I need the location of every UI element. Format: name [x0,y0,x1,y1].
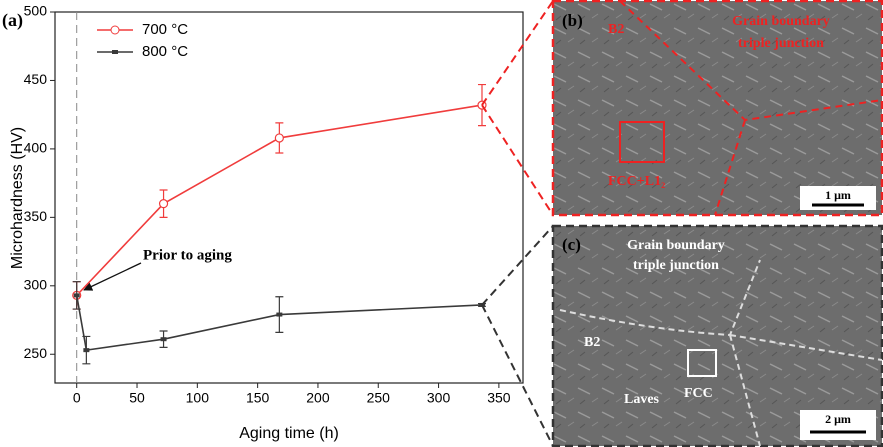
boundary-label: triple junction [738,36,824,51]
marker [73,293,80,298]
plot-frame [54,11,524,384]
micrograph-c [551,224,883,447]
panel-label: (a) [2,10,23,31]
panel-b: (b) B2 Grain boundary triple junction FC… [551,0,883,217]
marker [83,348,90,353]
x-tick-label: 100 [186,390,210,406]
legend-label: 700 °C [142,21,188,38]
series-line [76,104,483,296]
connector [481,225,554,447]
boundary-label: Grain boundary [732,14,830,29]
phase-label: B2 [608,22,624,37]
phase-label: Laves [624,392,660,407]
boundary-lines [619,0,883,216]
scale-label: 1 μm [825,188,851,202]
roi-box [619,121,665,163]
annotation-arrow [83,262,142,291]
legend-marker [112,50,118,54]
x-tick-label: 0 [73,390,81,406]
y-tick-label: 450 [24,71,48,87]
y-tick-label: 500 [24,3,48,19]
marker [160,337,167,342]
x-tick-label: 50 [129,390,145,406]
panel-c: (c) Grain boundary triple junction B2 La… [551,224,883,447]
connector [481,0,554,216]
micrograph-b [551,0,883,217]
x-tick-label: 250 [367,390,391,406]
x-tick-label: 300 [427,390,451,406]
x-tick-label: 200 [306,390,330,406]
phase-label: FCC+L1₂ [608,174,665,189]
panel-label: (b) [562,11,583,30]
roi-box [687,349,717,377]
boundary-label: triple junction [633,258,719,273]
phase-label: B2 [584,335,600,350]
y-tick-label: 400 [24,140,48,156]
y-tick-label: 250 [24,345,48,361]
phase-label: FCC [684,386,713,401]
panel-label: (c) [562,235,581,254]
scale-box [800,410,876,440]
legend-label: 800 °C [142,43,188,60]
y-tick-label: 350 [24,208,48,224]
marker [158,199,169,209]
boundary-label: Grain boundary [627,238,725,253]
scale-label: 2 μm [825,412,851,426]
y-tick-label: 300 [24,277,48,293]
legend-marker [110,25,120,35]
y-axis-label: Microhardness (HV) [9,127,26,269]
marker [276,312,283,317]
x-axis-label: Aging time (h) [239,425,339,442]
marker [274,133,284,143]
x-tick-label: 350 [487,390,511,406]
x-tick-label: 150 [246,390,270,406]
annotation: Prior to aging [143,247,232,263]
boundary-lines [559,259,883,447]
